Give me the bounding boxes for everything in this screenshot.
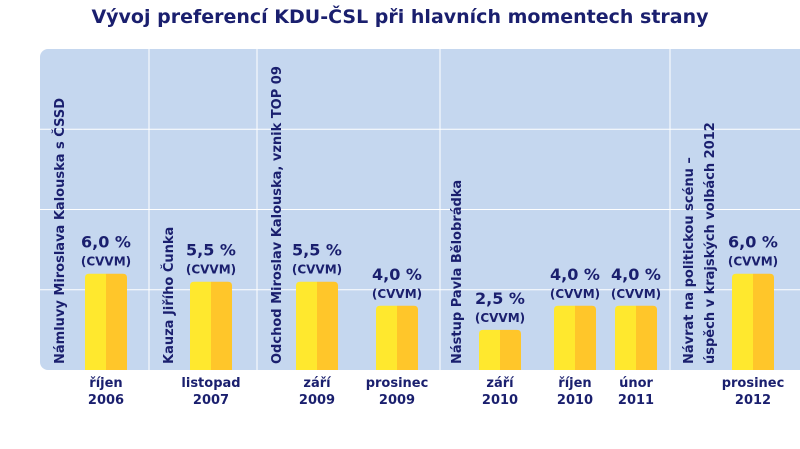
category-year: 2010 [482,393,518,408]
bar-right [317,281,338,370]
bar-left [85,273,106,370]
bar-left [479,329,500,370]
category-year: 2011 [618,393,654,408]
bar-left [376,305,397,370]
bar-right [211,281,232,370]
value-label: 2,5 % [475,289,525,308]
bar-left [554,305,575,370]
source-label: (CVVM) [475,311,525,325]
category-month: září [486,376,515,391]
source-label: (CVVM) [611,287,661,301]
category-month: únor [619,376,653,391]
source-label: (CVVM) [550,287,600,301]
chart-title: Vývoj preferencí KDU-ČSL při hlavních mo… [91,6,709,28]
source-label: (CVVM) [372,287,422,301]
value-label: 5,5 % [186,241,236,260]
event-label: Návrat na politickou scénu – [682,157,697,364]
category-month: říjen [89,376,122,391]
value-label: 5,5 % [292,241,342,260]
category-year: 2010 [557,393,593,408]
event-label: Námluvy Miroslava Kalouska s ČSSD [52,98,68,364]
bar-right [575,305,596,370]
bar-left [732,273,753,370]
event-label: Nástup Pavla Bělobrádka [450,180,465,364]
category-month: prosinec [366,376,429,391]
bar-right [500,329,521,370]
category-year: 2012 [735,393,771,408]
event-label: Odchod Miroslav Kalouska, vznik TOP 09 [270,66,285,364]
bar-left [190,281,211,370]
category-month: listopad [181,376,240,391]
bar-right [753,273,774,370]
category-year: 2007 [193,393,229,408]
event-label: úspěch v krajských volbách 2012 [703,122,718,364]
value-label: 4,0 % [550,265,600,284]
value-label: 4,0 % [372,265,422,284]
category-month: prosinec [722,376,785,391]
bar-left [296,281,317,370]
bar-right [636,305,657,370]
category-year: 2006 [88,393,124,408]
source-label: (CVVM) [728,255,778,269]
bar-left [615,305,636,370]
category-year: 2009 [299,393,335,408]
category-year: 2009 [379,393,415,408]
value-label: 6,0 % [81,233,131,252]
event-label: Kauza Jiřího Čunka [161,227,177,364]
value-label: 4,0 % [611,265,661,284]
category-month: říjen [558,376,591,391]
source-label: (CVVM) [186,263,236,277]
bar-right [106,273,127,370]
value-label: 6,0 % [728,233,778,252]
source-label: (CVVM) [81,255,131,269]
source-label: (CVVM) [292,263,342,277]
bar-right [397,305,418,370]
category-month: září [303,376,332,391]
